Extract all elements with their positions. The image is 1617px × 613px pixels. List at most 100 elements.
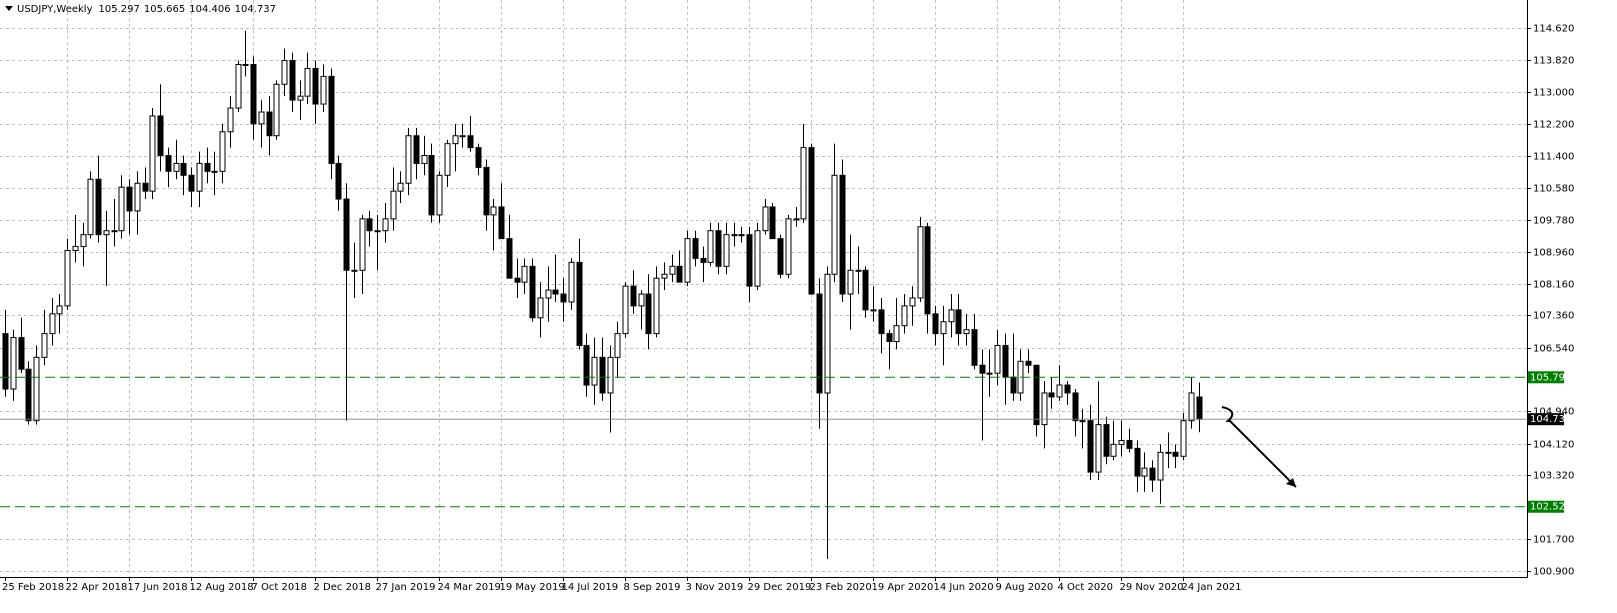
candle-body	[366, 218, 373, 232]
y-tick-label: 107.360	[1533, 311, 1574, 322]
candle-body	[800, 147, 807, 220]
chart-header: USDJPY,Weekly 105.297 105.665 104.406 104.73…	[17, 4, 276, 15]
x-tick-label: 14 Jul 2019	[562, 582, 619, 593]
x-tick-label: 14 Jun 2020	[934, 582, 994, 593]
candle-body	[103, 230, 110, 236]
candle-body	[304, 67, 311, 97]
candle-body	[971, 329, 978, 366]
candle-body	[622, 285, 629, 335]
plot	[0, 30, 1527, 560]
candle-body	[1041, 392, 1048, 426]
menu-triangle[interactable]	[5, 6, 13, 11]
candle-body	[33, 356, 40, 422]
candle-body	[521, 265, 528, 283]
candle-body	[1165, 451, 1172, 454]
candle-body	[405, 135, 412, 184]
candle-body	[149, 115, 156, 192]
candle-body	[715, 230, 722, 267]
y-tick-label: 114.620	[1533, 24, 1574, 35]
candle-body	[428, 155, 435, 216]
candle-body	[1118, 439, 1125, 445]
level-label: 105.796	[1530, 372, 1571, 383]
x-tick-label: 3 Nov 2019	[686, 582, 744, 593]
candle-body	[607, 356, 614, 394]
last-open: 105.297	[99, 4, 140, 15]
candle-body	[506, 238, 513, 279]
candle-body	[421, 155, 428, 164]
candle-body	[397, 182, 404, 192]
candle-body	[157, 115, 164, 157]
candle-body	[343, 198, 350, 271]
candle-body	[118, 186, 125, 232]
candle-body	[250, 64, 257, 125]
candle-body	[436, 174, 443, 216]
candle-body	[824, 273, 831, 394]
candle-body	[204, 162, 211, 172]
x-tick-label: 8 Sep 2019	[624, 582, 681, 593]
x-tick-label: 29 Dec 2019	[748, 582, 812, 593]
candle-body	[64, 249, 71, 307]
candle-body	[374, 230, 381, 233]
candle-body	[196, 162, 203, 192]
candle-body	[165, 155, 172, 172]
candle-body	[676, 265, 683, 283]
candle-body	[25, 368, 32, 422]
candle-body	[769, 206, 776, 240]
candle-body	[498, 206, 505, 240]
candle-body	[312, 67, 319, 105]
candle-body	[211, 170, 218, 173]
candle-body	[2, 333, 9, 390]
last-high: 105.665	[144, 4, 185, 15]
candle-body	[1064, 384, 1071, 394]
candle-body	[18, 337, 25, 370]
candle-body	[382, 218, 389, 232]
candle-body	[986, 372, 993, 375]
candle-body	[932, 313, 939, 335]
candle-body	[95, 178, 102, 236]
candle-body	[537, 297, 544, 319]
price-label: 104.737	[1530, 414, 1571, 425]
candle-body	[1095, 424, 1102, 473]
candle-body	[661, 273, 668, 279]
candle-body	[235, 64, 242, 109]
candle-body	[645, 293, 652, 335]
y-tick-label: 113.820	[1533, 56, 1574, 67]
candle-body	[41, 333, 48, 358]
y-tick-label: 106.540	[1533, 344, 1574, 355]
candle-body	[738, 234, 745, 237]
candle-body	[808, 147, 815, 295]
candle-body	[1025, 360, 1032, 366]
x-tick-label: 29 Nov 2020	[1120, 582, 1184, 593]
arrow-head	[1286, 478, 1296, 487]
y-tick-label: 100.900	[1533, 567, 1574, 578]
y-tick-label: 111.400	[1533, 152, 1574, 163]
y-tick-label: 109.780	[1533, 216, 1574, 227]
candle-body	[1110, 443, 1117, 457]
candle-body	[467, 135, 474, 149]
candle-body	[638, 293, 645, 307]
candle-body	[878, 309, 885, 335]
candle-body	[1196, 396, 1203, 420]
candle-body	[785, 218, 792, 275]
candle-body	[72, 246, 79, 251]
x-tick-label: 19 Apr 2020	[872, 582, 934, 593]
candle-body	[855, 269, 862, 272]
candle-body	[847, 269, 854, 295]
y-tick-label: 104.120	[1533, 440, 1574, 451]
x-tick-label: 24 Mar 2019	[438, 582, 501, 593]
level-label-box	[1528, 500, 1564, 513]
candle-body	[831, 174, 838, 275]
candle-body	[273, 83, 280, 137]
candle-body	[1048, 392, 1055, 398]
x-tick-label: 23 Feb 2020	[810, 582, 872, 593]
candle-body	[839, 174, 846, 295]
candle-body	[1002, 344, 1009, 378]
candle-body	[56, 305, 63, 315]
x-tick-label: 12 Aug 2018	[190, 582, 254, 593]
candle-body	[692, 238, 699, 259]
candle-body	[1072, 392, 1079, 422]
candle-body	[1157, 451, 1164, 481]
